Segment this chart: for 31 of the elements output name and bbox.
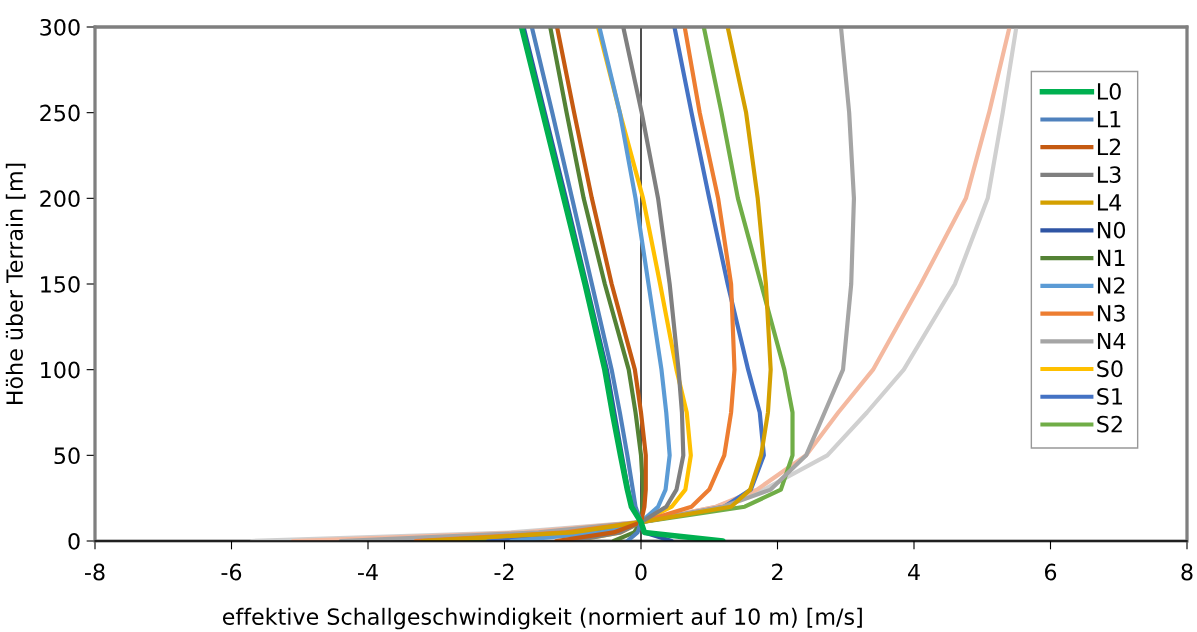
legend-label: S0 <box>1097 360 1123 378</box>
legend-label: N2 <box>1097 277 1125 294</box>
legend-label: N1 <box>1097 249 1125 266</box>
x-tick-label: 8 <box>1181 563 1193 581</box>
legend-label: N4 <box>1097 332 1126 350</box>
x-tick-label: 0 <box>635 563 647 581</box>
legend-label: S1 <box>1097 388 1122 405</box>
legend-label: N3 <box>1097 304 1125 322</box>
x-tick-label: 2 <box>772 563 783 581</box>
legend-label: L1 <box>1097 111 1121 128</box>
y-tick-label: 50 <box>54 447 80 465</box>
x-axis-title: effektive Schallgeschwindigkeit (normiert auf 10 m) [m/s] <box>222 607 862 630</box>
legend-label: L2 <box>1097 138 1121 155</box>
y-tick-label: 250 <box>40 104 80 122</box>
x-tick-label: -2 <box>494 563 514 581</box>
y-axis-title: Höhe über Terrain [m] <box>5 163 26 405</box>
legend-label: S2 <box>1097 415 1122 433</box>
y-tick-label: 0 <box>68 532 80 550</box>
y-tick-label: 100 <box>41 361 80 379</box>
y-tick-label: 300 <box>40 18 80 36</box>
legend-label: L4 <box>1097 194 1122 211</box>
legend-label: L0 <box>1097 83 1121 100</box>
legend-label: N0 <box>1097 221 1126 239</box>
x-tick-label: -8 <box>85 563 105 581</box>
legend-label: L3 <box>1097 166 1121 184</box>
y-tick-label: 150 <box>41 275 80 293</box>
x-tick-label: 6 <box>1044 563 1057 581</box>
y-tick-label: 200 <box>40 190 80 208</box>
x-tick-label: -6 <box>221 563 242 581</box>
x-tick-label: -4 <box>358 563 378 581</box>
x-tick-label: 4 <box>908 563 920 581</box>
